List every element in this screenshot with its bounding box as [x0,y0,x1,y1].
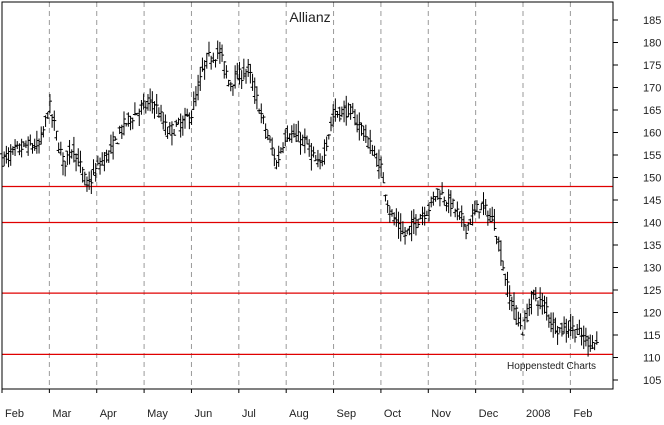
x-tick-label: Dec [479,408,499,420]
x-tick-label: Oct [384,408,401,420]
plot-frame [1,1,614,390]
x-tick-label: Nov [431,408,451,420]
y-tick-label: 180 [643,38,661,50]
x-tick-label: Sep [337,408,357,420]
y-tick-label: 125 [643,285,661,297]
y-axis: 105 110 115 120 125 130 135 140 145 150 155 160 165 1… [613,15,661,387]
y-tick-label: 145 [643,195,661,207]
x-tick-label: Apr [100,408,117,420]
y-tick-label: 185 [643,15,661,27]
y-tick-label: 165 [643,105,661,117]
y-tick-label: 115 [643,330,661,342]
y-tick-label: 110 [643,353,661,365]
vertical-gridlines [48,2,571,389]
x-tick-label: 2008 [526,408,550,420]
reference-lines [2,185,613,355]
x-axis: Feb Mar Apr May Jun Jul Aug Sep Oct Nov Dec 2008 Feb [1,389,592,420]
y-tick-label: 155 [643,150,661,162]
y-tick-label: 175 [643,60,661,72]
x-tick-label: Feb [5,408,24,420]
y-tick-label: 160 [643,128,661,140]
chart-title: Allianz [289,9,330,25]
y-tick-label: 135 [643,240,661,252]
x-tick-label: Feb [573,408,592,420]
y-tick-label: 150 [643,173,661,185]
y-tick-label: 140 [643,218,661,230]
x-tick-label: Aug [289,408,309,420]
x-tick-label: Jun [194,408,212,420]
price-bars [0,40,599,357]
y-tick-label: 105 [643,375,661,387]
chart-credit: Hoppenstedt Charts [507,361,596,372]
y-tick-label: 130 [643,263,661,275]
x-tick-label: May [147,408,168,420]
y-tick-label: 120 [643,308,661,320]
x-tick-label: Mar [52,408,71,420]
x-tick-label: Jul [242,408,256,420]
y-tick-label: 170 [643,83,661,95]
